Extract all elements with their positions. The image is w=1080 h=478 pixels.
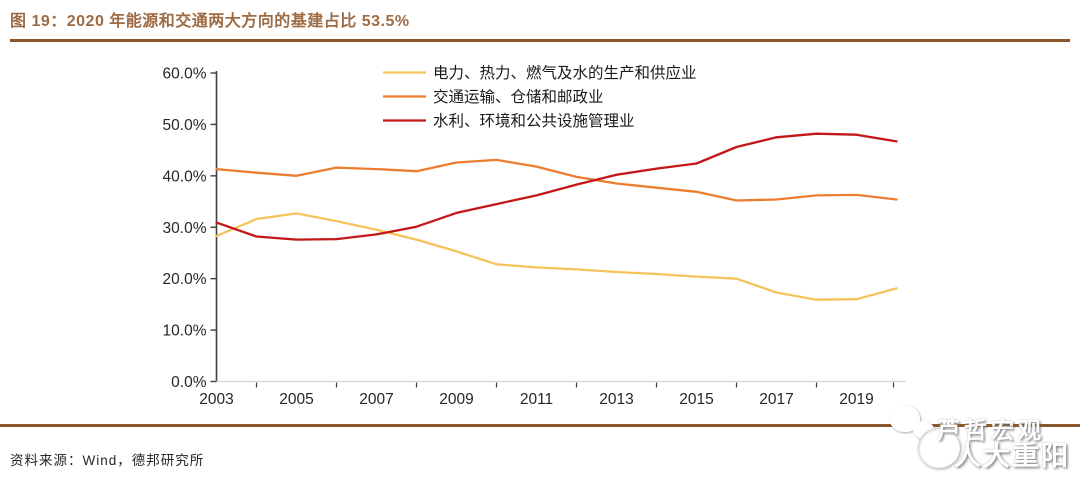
x-axis-label: 2009 [439,391,473,408]
x-axis-label: 2019 [839,391,873,408]
y-axis-label: 20.0% [163,271,207,288]
bottom-rule [0,424,1080,427]
x-axis-label: 2007 [359,391,393,408]
legend-label-1: 交通运输、仓储和邮政业 [433,88,604,106]
watermark: 芦哲宏观 人大重阳 [880,398,1080,478]
line-chart: 0.0% 10.0% 20.0% 30.0% 40.0% 50.0% 60.0% 2003 20… [163,63,906,408]
x-axis-label: 2005 [279,391,313,408]
y-axis-label: 40.0% [163,168,207,185]
series-line-2 [215,132,898,241]
x-axis-label: 2015 [679,391,713,408]
title-separator-rule [10,39,1070,42]
source-note: 资料来源：Wind，德邦研究所 [10,453,205,468]
y-axis-label: 30.0% [163,220,207,237]
y-axis-label: 0.0% [171,374,207,391]
y-axis-label: 60.0% [163,66,207,83]
seal-icon [918,428,960,468]
y-axis-label: 50.0% [163,117,207,134]
x-axis-label: 2011 [520,391,553,408]
series-line-0 [215,212,898,301]
x-axis-label: 2017 [759,391,793,408]
legend-label-2: 水利、环境和公共设施管理业 [433,111,635,130]
x-axis-label: 2003 [199,391,233,408]
figure-title: 图 19：2020 年能源和交通两大方向的基建占比 53.5% [10,13,410,30]
series-line-1 [215,158,898,202]
y-axis-label: 10.0% [163,323,207,340]
x-axis-label: 2013 [599,391,633,408]
watermark-brand-line1: 芦哲宏观 [937,417,1045,443]
watermark-brand-line2: 人大重阳 [954,441,1070,471]
legend-label-0: 电力、热力、燃气及水的生产和供应业 [433,63,697,82]
